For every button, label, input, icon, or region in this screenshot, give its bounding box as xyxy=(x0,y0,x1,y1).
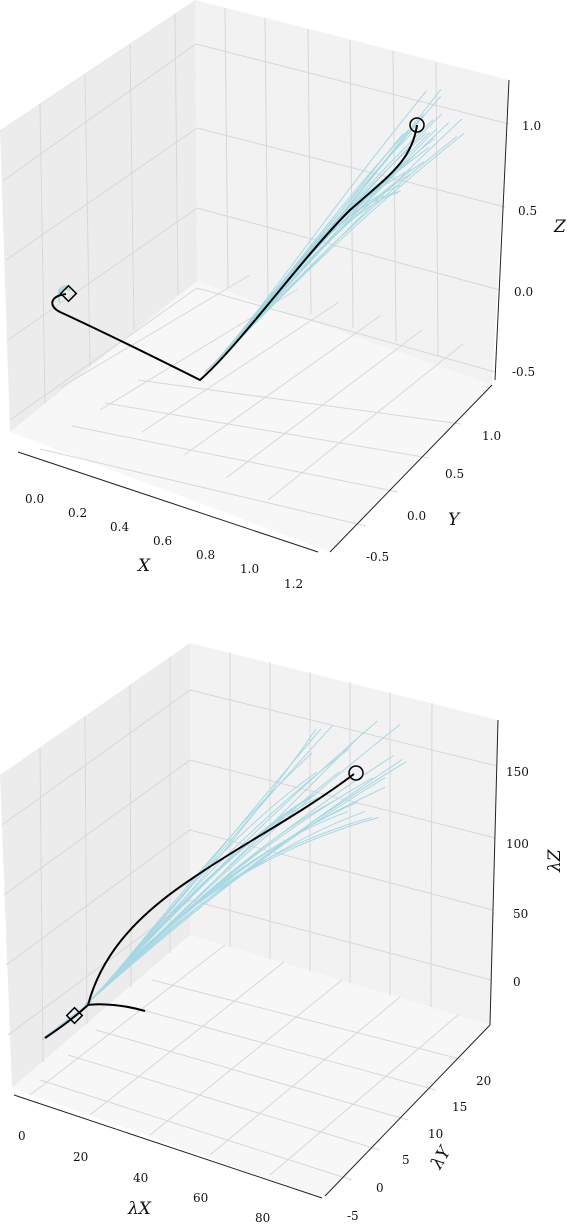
sample-trajectory xyxy=(57,287,71,303)
tick-label: 0 xyxy=(18,1129,26,1143)
tick-label: 0.8 xyxy=(196,548,215,562)
tick-label: -5 xyxy=(347,1209,359,1223)
sample-trajectory xyxy=(57,288,71,304)
tick-label: 0.6 xyxy=(153,534,172,548)
tick-label: 1.0 xyxy=(482,429,501,443)
tick-label: 0.0 xyxy=(407,509,426,523)
tick-label: 0.0 xyxy=(25,492,44,506)
top-z-axis-label: Z xyxy=(553,217,567,237)
bottom-z-ticks: 0 50 100 150 xyxy=(506,765,529,989)
tick-label: 40 xyxy=(133,1171,148,1185)
bottom-z-axis-label: λZ xyxy=(545,848,565,873)
bottom-floor-pane xyxy=(12,935,490,1198)
bottom-y-ticks: -5 0 5 10 15 20 xyxy=(347,1074,491,1223)
sample-trajectory xyxy=(57,286,71,302)
top-x-axis-label: X xyxy=(136,556,151,576)
tick-label: 80 xyxy=(255,1211,270,1224)
bottom-y-axis-label: λY xyxy=(427,1142,457,1173)
plot-top: 0.0 0.2 0.4 0.6 0.8 1.0 1.2 X -0.5 0.0 0… xyxy=(0,0,567,591)
top-y-ticks: -0.5 0.0 0.5 1.0 xyxy=(366,429,501,564)
sample-trajectory xyxy=(84,786,386,1006)
tick-label: 0.5 xyxy=(445,467,464,481)
tick-label: 20 xyxy=(73,1150,88,1164)
tick-label: -0.5 xyxy=(512,365,535,379)
tick-label: 0 xyxy=(513,975,521,989)
bottom-axis-lines xyxy=(13,719,499,1199)
top-mean-trajectory xyxy=(51,124,418,382)
bottom-x-axis-label: λX xyxy=(127,1199,152,1219)
tick-label: 50 xyxy=(513,907,528,921)
top-axis-lines xyxy=(17,79,510,553)
bottom-x-ticks: 0 20 40 60 80 xyxy=(18,1129,270,1224)
bottom-end-marker-circle xyxy=(348,765,364,781)
top-x-ticks: 0.0 0.2 0.4 0.6 0.8 1.0 1.2 xyxy=(25,492,303,591)
tick-label: 10 xyxy=(428,1127,443,1141)
bottom-mean-trajectory xyxy=(44,773,355,1039)
bottom-back-pane-y xyxy=(0,643,190,1088)
tick-label: 60 xyxy=(193,1191,208,1205)
tick-label: 150 xyxy=(506,765,529,779)
tick-label: 20 xyxy=(476,1074,491,1088)
tick-label: 5 xyxy=(402,1153,410,1167)
tick-label: -0.5 xyxy=(366,550,389,564)
sample-trajectory xyxy=(204,168,412,373)
plot-bottom: 0 20 40 60 80 λX -5 0 5 10 15 20 λY 0 50… xyxy=(0,643,565,1224)
bottom-back-pane-x xyxy=(190,643,498,1025)
tick-label: 0.4 xyxy=(110,520,129,534)
bottom-start-marker-diamond xyxy=(65,1006,84,1025)
tick-label: 0.0 xyxy=(514,285,533,299)
tick-label: 1.2 xyxy=(284,577,303,591)
tick-label: 1.0 xyxy=(240,562,259,576)
tick-label: 1.0 xyxy=(522,119,541,133)
bottom-grid xyxy=(1,652,498,1181)
bottom-mean-initial-segment xyxy=(87,1003,146,1012)
sample-trajectory xyxy=(204,171,415,373)
tick-label: 0.5 xyxy=(518,204,537,218)
tick-label: 0.2 xyxy=(68,506,87,520)
top-back-pane-y xyxy=(0,0,197,432)
top-floor-pane xyxy=(10,281,492,552)
top-z-ticks: -0.5 0.0 0.5 1.0 xyxy=(512,119,541,379)
tick-label: 100 xyxy=(506,837,529,851)
tick-label: 15 xyxy=(452,1100,467,1114)
tick-label: 0 xyxy=(376,1181,384,1195)
top-start-marker-diamond xyxy=(59,284,78,303)
top-y-axis-label: Y xyxy=(448,510,461,530)
top-end-marker-circle xyxy=(409,117,425,133)
